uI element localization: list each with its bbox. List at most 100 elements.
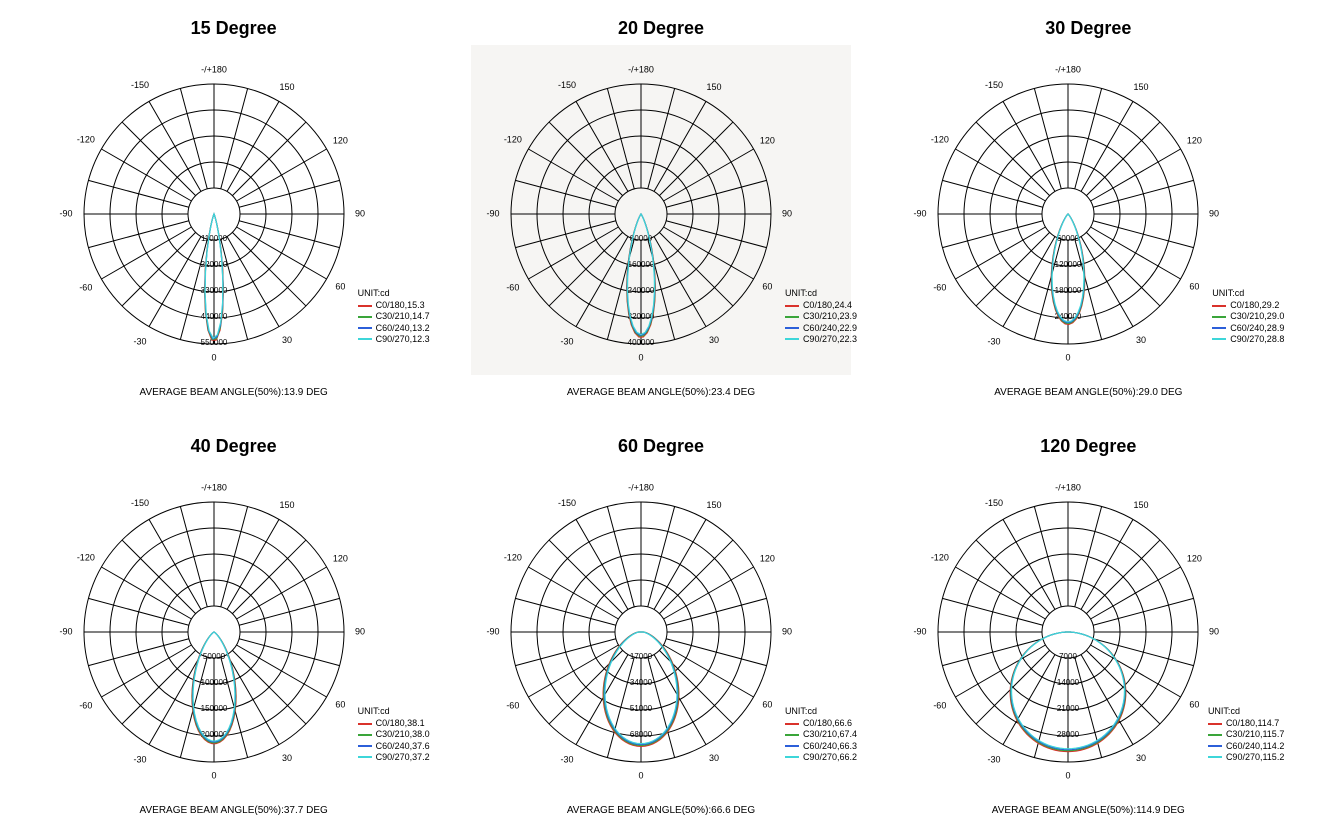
legend-text: C0/180,24.4 xyxy=(803,300,852,311)
legend-text: C90/270,66.2 xyxy=(803,752,857,763)
legend-row: C90/270,28.8 xyxy=(1212,334,1284,345)
legend-text: C60/240,28.9 xyxy=(1230,323,1284,334)
legend-row: C30/210,23.9 xyxy=(785,311,857,322)
legend-swatch xyxy=(1212,316,1226,318)
ring-value-label: 51000 xyxy=(630,704,653,713)
legend-text: C60/240,114.2 xyxy=(1226,741,1284,752)
chart-title: 40 Degree xyxy=(191,436,277,457)
chart-title: 20 Degree xyxy=(618,18,704,39)
angle-label: -60 xyxy=(934,282,947,292)
legend-text: C0/180,66.6 xyxy=(803,718,852,729)
angle-label: -30 xyxy=(560,755,573,765)
angle-label: 60 xyxy=(762,699,772,709)
legend-swatch xyxy=(1208,756,1222,758)
angle-label: 90 xyxy=(355,208,365,218)
angle-label: -30 xyxy=(988,337,1001,347)
legend-swatch xyxy=(1212,305,1226,307)
angle-label: -90 xyxy=(59,208,72,218)
angle-label: 90 xyxy=(1209,208,1219,218)
chart-cell-deg120: 120 Degree-/+180150-150120-12090-9060-60… xyxy=(885,428,1292,816)
angle-label: 90 xyxy=(782,208,792,218)
legend-row: C0/180,24.4 xyxy=(785,300,857,311)
angle-label: 60 xyxy=(1190,281,1200,291)
legend-text: C0/180,29.2 xyxy=(1230,300,1279,311)
legend-text: C60/240,66.3 xyxy=(803,741,857,752)
legend-text: C30/210,38.0 xyxy=(376,729,430,740)
legend-swatch xyxy=(358,316,372,318)
legend-swatch xyxy=(785,338,799,340)
angle-label: 150 xyxy=(706,82,721,92)
chart-grid: 15 Degree-/+180150-150120-12090-9060-603… xyxy=(0,0,1322,834)
legend-row: C30/210,14.7 xyxy=(358,311,430,322)
ring-value-label: 21000 xyxy=(1057,704,1080,713)
legend-row: C90/270,66.2 xyxy=(785,752,857,763)
angle-label: -60 xyxy=(506,282,519,292)
legend-row: C30/210,29.0 xyxy=(1212,311,1284,322)
legend-row: C0/180,38.1 xyxy=(358,718,430,729)
legend-swatch xyxy=(1208,723,1222,725)
legend: UNIT:cdC0/180,66.6C30/210,67.4C60/240,66… xyxy=(785,706,857,763)
legend-text: C90/270,22.3 xyxy=(803,334,857,345)
legend-swatch xyxy=(785,316,799,318)
chart-cell-deg60: 60 Degree-/+180150-150120-12090-9060-603… xyxy=(457,428,864,816)
legend-row: C30/210,67.4 xyxy=(785,729,857,740)
chart-footer: AVERAGE BEAM ANGLE(50%):66.6 DEG xyxy=(567,805,755,816)
legend-swatch xyxy=(358,734,372,736)
legend-unit-label: UNIT:cd xyxy=(358,706,430,717)
ring-value-label: 68000 xyxy=(630,730,653,739)
angle-label-zero: 0 xyxy=(211,770,216,780)
angle-label: 90 xyxy=(1209,626,1219,636)
legend-text: C30/210,67.4 xyxy=(803,729,857,740)
legend: UNIT:cdC0/180,24.4C30/210,23.9C60/240,22… xyxy=(785,288,857,345)
angle-label: -150 xyxy=(985,80,1003,90)
legend-row: C90/270,37.2 xyxy=(358,752,430,763)
legend-text: C30/210,115.7 xyxy=(1226,729,1284,740)
angle-label: 30 xyxy=(709,753,719,763)
legend-text: C60/240,37.6 xyxy=(376,741,430,752)
legend-row: C30/210,115.7 xyxy=(1208,729,1284,740)
angle-label: -120 xyxy=(931,134,949,144)
angle-label: -120 xyxy=(76,134,94,144)
legend-row: C30/210,38.0 xyxy=(358,729,430,740)
legend-row: C60/240,37.6 xyxy=(358,741,430,752)
angle-label: 120 xyxy=(1187,135,1202,145)
legend-swatch xyxy=(358,305,372,307)
angle-label-top: -/+180 xyxy=(628,64,654,74)
legend-row: C90/270,22.3 xyxy=(785,334,857,345)
legend-text: C60/240,13.2 xyxy=(376,323,430,334)
ring-value-label: 400000 xyxy=(628,338,655,347)
angle-label: -120 xyxy=(504,134,522,144)
chart-footer: AVERAGE BEAM ANGLE(50%):23.4 DEG xyxy=(567,387,755,398)
legend-text: C90/270,115.2 xyxy=(1226,752,1284,763)
angle-label: -30 xyxy=(988,755,1001,765)
legend-text: C90/270,28.8 xyxy=(1230,334,1284,345)
chart-wrap: -/+180150-150120-12090-9060-6030-3008000… xyxy=(471,45,851,385)
angle-label: 120 xyxy=(333,135,348,145)
angle-label: 60 xyxy=(335,699,345,709)
ring-value-label: 28000 xyxy=(1057,730,1080,739)
ring-value-label: 180000 xyxy=(1055,286,1082,295)
angle-label: -60 xyxy=(934,700,947,710)
chart-cell-deg15: 15 Degree-/+180150-150120-12090-9060-603… xyxy=(30,10,437,398)
legend-unit-label: UNIT:cd xyxy=(1208,706,1284,717)
angle-label: 90 xyxy=(355,626,365,636)
legend-text: C0/180,15.3 xyxy=(376,300,425,311)
angle-label-top: -/+180 xyxy=(201,482,227,492)
legend-row: C60/240,66.3 xyxy=(785,741,857,752)
legend-unit-label: UNIT:cd xyxy=(358,288,430,299)
legend-swatch xyxy=(358,745,372,747)
angle-label: -60 xyxy=(79,700,92,710)
legend-swatch xyxy=(1212,338,1226,340)
legend-row: C60/240,28.9 xyxy=(1212,323,1284,334)
angle-label-zero: 0 xyxy=(1066,770,1071,780)
legend-row: C90/270,115.2 xyxy=(1208,752,1284,763)
ring-value-label: 34000 xyxy=(630,678,653,687)
chart-footer: AVERAGE BEAM ANGLE(50%):13.9 DEG xyxy=(140,387,328,398)
legend-row: C0/180,29.2 xyxy=(1212,300,1284,311)
angle-label: 150 xyxy=(279,500,294,510)
angle-label: 150 xyxy=(1134,500,1149,510)
angle-label-zero: 0 xyxy=(638,352,643,362)
legend-text: C60/240,22.9 xyxy=(803,323,857,334)
legend-swatch xyxy=(1208,745,1222,747)
legend-swatch xyxy=(785,305,799,307)
